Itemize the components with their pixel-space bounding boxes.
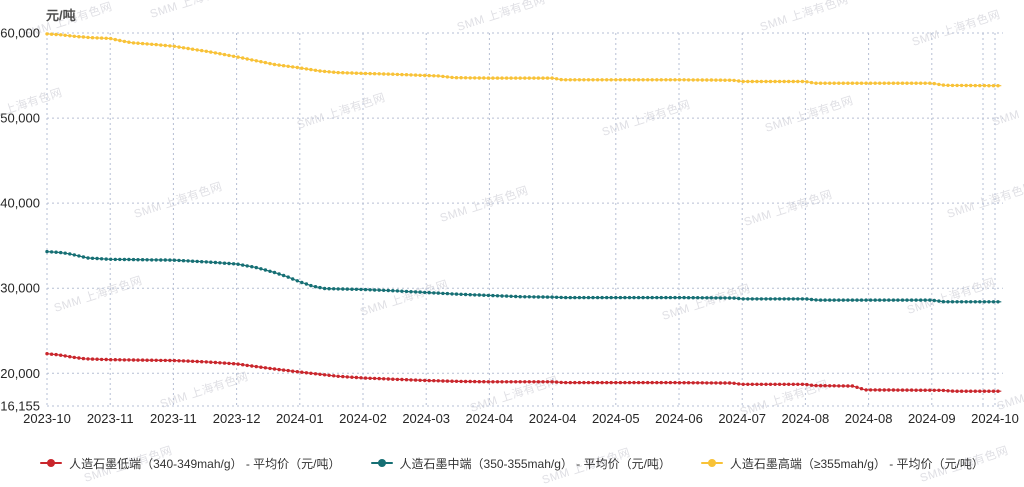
x-tick-label: 2024-04 [466,411,514,426]
legend-marker-mid-end-icon [370,458,393,468]
y-tick-label: 60,000 [0,26,40,41]
x-tick-label: 2023-11 [150,411,197,426]
y-axis-unit-label: 元/吨 [46,8,76,23]
legend-label-mid-end: 人造石墨中端（350-355mah/g） - 平均价（元/吨） [399,456,671,471]
legend-item-low-end[interactable]: 人造石墨低端（340-349mah/g） - 平均价（元/吨） [40,455,341,472]
x-tick-label: 2023-12 [213,411,261,426]
x-tick-label: 2024-08 [845,411,893,426]
x-tick-label: 2023-10 [23,411,71,426]
legend-item-high-end[interactable]: 人造石墨高端（≥355mah/g） - 平均价（元/吨） [700,455,984,472]
x-tick-label: 2024-03 [402,411,450,426]
y-tick-label: 20,000 [0,366,40,381]
y-tick-label: 40,000 [0,196,40,211]
series-line [46,353,1002,392]
legend-label-high-end: 人造石墨高端（≥355mah/g） - 平均价（元/吨） [729,456,984,471]
x-tick-label: 2024-05 [592,411,640,426]
legend-item-mid-end[interactable]: 人造石墨中端（350-355mah/g） - 平均价（元/吨） [370,455,671,472]
legend-marker-high-end-icon [700,458,723,468]
series-line [46,251,1002,303]
x-tick-label: 2024-01 [276,411,324,426]
y-tick-label: 16,155 [0,399,40,414]
x-tick-label: 2024-09 [908,411,956,426]
line-plot-canvas: 60,00050,00040,00030,00020,00016,1552023… [0,26,1019,427]
x-tick-label: 2023-11 [87,411,134,426]
legend-marker-low-end-icon [40,458,63,468]
x-tick-label: 2024-06 [655,411,703,426]
y-tick-label: 30,000 [0,281,40,296]
x-tick-label: 2024-07 [718,411,766,426]
x-tick-label: 2024-04 [529,411,577,426]
x-tick-label: 2024-08 [782,411,830,426]
legend-label-low-end: 人造石墨低端（340-349mah/g） - 平均价（元/吨） [69,456,341,471]
x-tick-label: 2024-10 [971,411,1019,426]
x-tick-label: 2024-02 [339,411,387,426]
chart-legend: 人造石墨低端（340-349mah/g） - 平均价（元/吨） 人造石墨中端（3… [0,450,1024,476]
y-tick-label: 50,000 [0,111,40,126]
